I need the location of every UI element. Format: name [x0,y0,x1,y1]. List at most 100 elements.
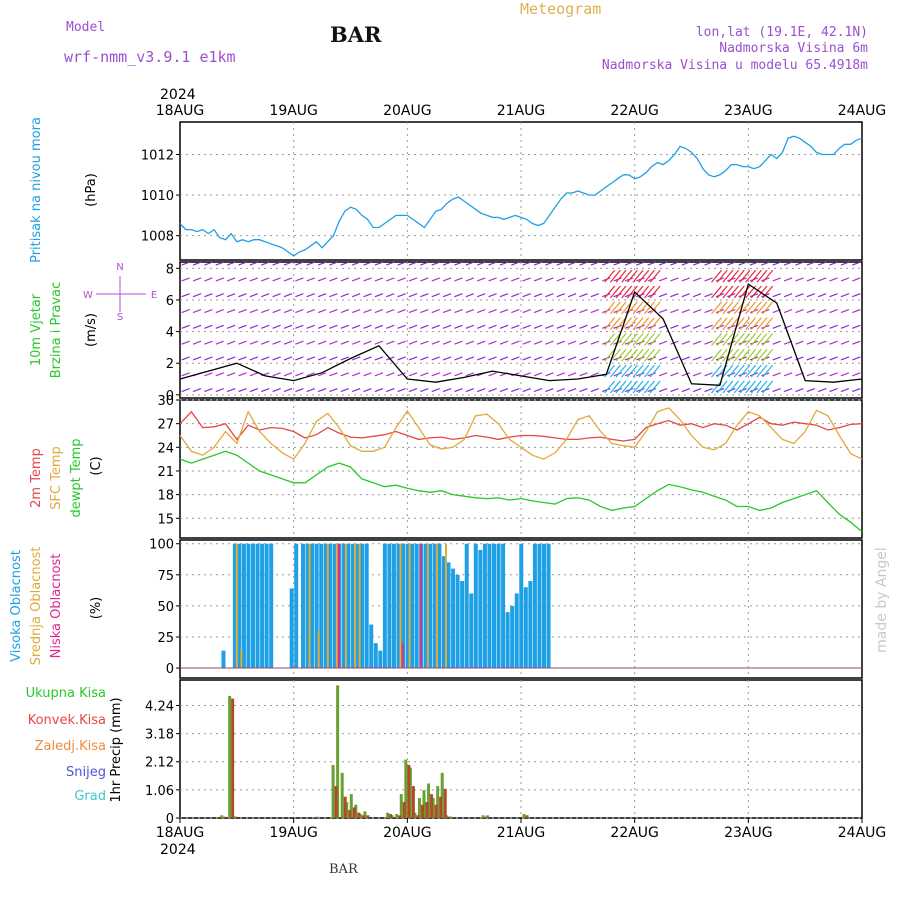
wind-barb [658,356,668,361]
y-tick-label: 27 [157,418,174,433]
wind-barb [692,308,702,314]
wind-barb [249,308,259,314]
wind-barb [818,277,827,282]
wind-barb [829,261,838,266]
wind-barb [340,340,350,345]
wind-barb [579,388,588,393]
wind-barb-strong [632,269,644,283]
wind-barb [692,388,702,393]
wind-barb-strong [604,333,616,346]
wind-barb [329,340,338,345]
sfc_temp-line [179,407,863,460]
wind-axis-sublabel: Brzina i Pravac [49,282,64,379]
wind-barb [499,324,509,329]
wind-barb [852,340,861,345]
precip_conv-bar [402,802,406,818]
wind-barb [806,372,816,377]
cloud_high-bar [423,543,428,669]
wind-barb-strong [711,380,722,394]
wind-barb-strong [626,348,638,362]
cloud_low-bar [401,643,404,669]
x-tick-label-bottom: 23AUG [724,825,773,841]
wind-barb-strong [626,269,638,283]
precip_total-bar [399,794,403,818]
wind-barb [704,372,713,377]
wind-barb [818,356,827,361]
wind-barb-strong [615,301,627,315]
cloud_mid-bar [317,630,320,669]
wind-barb-strong [733,269,745,283]
wind-barb [329,388,338,393]
panel-frame-pressure [179,121,863,261]
wind-barb-strong [621,333,633,346]
wind-barb [306,372,315,377]
wind-barb [499,308,509,314]
wind-barb [511,340,520,345]
wind-barb [545,324,554,329]
wind-barb [579,261,588,266]
wind-barb [772,324,781,329]
wind-barb [226,356,236,361]
cloud_mid-bar [358,543,361,669]
wind-barb-strong [722,364,734,378]
wind-barb-strong [643,317,655,331]
wind-barb-strong [762,333,774,346]
wind-barb-strong [609,380,621,394]
wind-barb-strong [638,269,650,283]
wind-barb [249,340,259,345]
wind-barb [283,293,293,298]
wind-barb [386,293,395,298]
wind-barb-strong [711,333,722,346]
wind-barb [556,277,565,282]
wind-barb [386,388,395,393]
wind-barb [681,356,691,361]
chart-title: Meteogram [520,0,602,18]
cloud_high-bar [428,543,433,669]
wind-barb-strong [750,333,762,346]
cloud_high-bar [501,543,506,669]
wind-barb [181,261,190,266]
wind-barb [681,293,691,298]
precip_total-bar [440,772,444,818]
precip_total-bar [481,815,485,818]
wind-barb [351,261,361,266]
cloud_high-bar [294,543,299,669]
wind-barb [658,277,668,282]
cloud_high-bar [373,643,378,669]
wind-barb [397,340,406,345]
wind-barb [795,388,804,393]
wind-barb [272,324,281,329]
y-tick-label: 100 [149,538,174,553]
wind-barb [351,388,361,393]
cloud_high-bar [310,543,315,669]
wind-barb [454,277,463,282]
wind-barb [192,261,202,266]
wind-barb [840,324,850,329]
cloud_high-bar [414,543,419,669]
wind-barb [272,388,281,393]
wind-barb [567,340,577,345]
wind-barb [249,324,259,329]
wind-barb [442,261,452,266]
wind-barb [465,293,475,298]
wind-barb [442,293,452,298]
y-tick-label: 8 [166,262,174,277]
wind-barb [226,293,236,298]
wind-barb [488,356,497,361]
wind-barb [363,388,372,393]
wind-barb [329,261,338,266]
precip_total-bar [315,816,319,818]
wind-barb [465,261,475,266]
wind-barb [215,388,224,393]
wind-barb-strong [626,364,638,378]
wind-barb [238,356,247,361]
wind-barb [181,388,190,393]
x-tick-label-bottom: 20AUG [383,825,432,841]
wind-barb [397,277,406,282]
wind-barb [454,261,463,266]
wind-barb-strong [733,380,745,394]
precip_conv-bar [352,807,356,818]
elevation-label: Nadmorska Visina 6m [719,41,868,56]
temp2m-axis-label: 2m Temp [29,448,44,508]
wind-barb-strong [745,269,757,283]
